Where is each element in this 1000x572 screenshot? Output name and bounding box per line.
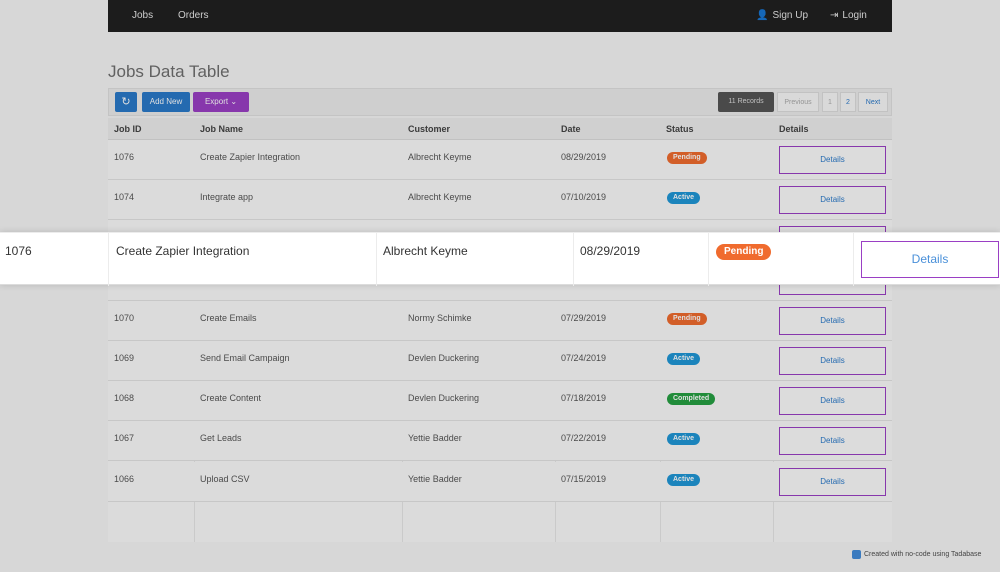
customer-cell: Devlen Duckering (408, 353, 480, 363)
status-badge: Completed (667, 393, 716, 406)
pagination-next[interactable]: Next (858, 92, 888, 112)
table-row[interactable]: 1066 Upload CSV Yettie Badder 07/15/2019 Act… (108, 461, 892, 502)
date-cell: 08/29/2019 (561, 152, 607, 162)
column-divider (708, 233, 709, 286)
job-id-cell: 1067 (114, 433, 135, 444)
login-icon: ⇥ (830, 10, 839, 21)
focused-job-name: Create Zapier Integration (116, 244, 250, 258)
column-header-date[interactable]: Date (561, 124, 581, 134)
date-cell: 07/18/2019 (561, 393, 607, 404)
column-divider (853, 233, 854, 286)
nav-login-label: Login (842, 10, 867, 21)
table-row[interactable]: 1074 Integrate app Albrecht Keyme 07/10/201… (108, 180, 892, 221)
jobs-table: Job ID Job Name Customer Date Status Det… (108, 118, 892, 542)
date-cell: 07/24/2019 (561, 353, 607, 363)
nav-jobs-link[interactable]: Jobs (132, 10, 154, 21)
nav-login-link[interactable]: ⇥ Login (830, 10, 867, 21)
job-id-cell: 1074 (114, 192, 135, 203)
pagination-page-2[interactable]: 2 (840, 92, 856, 112)
customer-cell: Albrecht Keyme (408, 152, 472, 162)
job-name-cell: Integrate app (200, 192, 254, 203)
nav-sign-up-link[interactable]: 👤 Sign Up (756, 10, 808, 21)
focused-date: 08/29/2019 (580, 244, 641, 258)
date-cell: 07/15/2019 (561, 473, 607, 484)
tadabase-logo-icon (852, 549, 861, 559)
status-badge: Active (667, 353, 701, 365)
column-header-customer[interactable]: Customer (408, 124, 451, 134)
customer-cell: Yettie Badder (408, 473, 462, 484)
details-button[interactable]: Details (779, 427, 886, 456)
focused-status-badge: Pending (716, 244, 772, 260)
details-button[interactable]: Details (779, 186, 886, 215)
table-header: Job ID Job Name Customer Date Status Det… (108, 118, 892, 140)
date-cell: 07/29/2019 (561, 312, 607, 323)
column-header-details: Details (779, 124, 809, 134)
customer-cell: Devlen Duckering (408, 393, 480, 404)
status-badge: Active (667, 473, 701, 486)
details-button[interactable]: Details (779, 306, 886, 335)
job-name-cell: Create Content (200, 393, 262, 404)
focused-table-row[interactable]: 1076 Create Zapier Integration Albrecht … (0, 232, 1000, 286)
column-header-job-name[interactable]: Job Name (200, 124, 244, 134)
job-name-cell: Create Emails (200, 312, 257, 323)
details-button[interactable]: Details (779, 467, 886, 496)
status-badge: Pending (667, 312, 707, 325)
job-name-cell: Upload CSV (200, 473, 250, 484)
job-name-cell: Get Leads (200, 433, 242, 444)
job-id-cell: 1068 (114, 393, 135, 404)
refresh-button[interactable]: ↻ (115, 92, 137, 112)
export-button[interactable]: Export ⌄ (193, 92, 249, 112)
job-id-cell: 1070 (114, 312, 135, 323)
tadabase-footer[interactable]: Created with no-code using Tadabase (852, 548, 992, 562)
add-new-button[interactable]: Add New (142, 92, 190, 112)
nav-sign-up-label: Sign Up (772, 10, 809, 21)
focused-details-button[interactable]: Details (861, 241, 999, 278)
status-badge: Active (667, 192, 701, 205)
job-id-cell: 1069 (114, 353, 135, 363)
nav-orders-link[interactable]: Orders (178, 10, 209, 21)
focused-job-id: 1076 (5, 244, 32, 258)
table-row[interactable]: 1070 Create Emails Normy Schimke 07/29/2019… (108, 300, 892, 341)
customer-cell: Albrecht Keyme (408, 192, 472, 203)
column-divider (108, 233, 109, 286)
top-navbar: Jobs Orders 👤 Sign Up ⇥ Login (108, 0, 892, 32)
job-id-cell: 1066 (114, 473, 135, 484)
status-badge: Pending (667, 152, 707, 164)
table-row[interactable]: 1069 Send Email Campaign Devlen Duckering 0… (108, 341, 892, 381)
user-plus-icon: 👤 (756, 10, 769, 21)
customer-cell: Normy Schimke (408, 312, 472, 323)
page-title: Jobs Data Table (108, 62, 230, 81)
refresh-icon: ↻ (121, 96, 131, 108)
details-button[interactable]: Details (779, 146, 886, 174)
column-header-job-id[interactable]: Job ID (114, 124, 142, 134)
column-header-status[interactable]: Status (666, 124, 694, 134)
focused-customer: Albrecht Keyme (383, 244, 468, 258)
job-name-cell: Create Zapier Integration (200, 152, 301, 162)
column-divider (376, 233, 377, 286)
pagination-page-1[interactable]: 1 (822, 92, 838, 112)
job-id-cell: 1076 (114, 152, 135, 162)
date-cell: 07/22/2019 (561, 433, 607, 444)
table-toolbar: ↻ Add New Export ⌄ 11 Records Previous 1… (108, 88, 892, 116)
status-badge: Active (667, 433, 701, 446)
date-cell: 07/10/2019 (561, 192, 607, 203)
table-row[interactable]: 1068 Create Content Devlen Duckering 07/18/… (108, 381, 892, 422)
table-row[interactable]: 1076 Create Zapier Integration Albrecht Ke… (108, 140, 892, 180)
details-button[interactable]: Details (779, 387, 886, 416)
customer-cell: Yettie Badder (408, 433, 462, 444)
records-count-badge: 11 Records (718, 92, 774, 112)
column-divider (573, 233, 574, 286)
table-row[interactable]: 1067 Get Leads Yettie Badder 07/22/2019 Acti… (108, 421, 892, 462)
details-button[interactable]: Details (779, 347, 886, 375)
footer-text: Created with no-code using Tadabase (864, 551, 982, 558)
job-name-cell: Send Email Campaign (200, 353, 290, 363)
pagination-previous[interactable]: Previous (777, 92, 819, 112)
